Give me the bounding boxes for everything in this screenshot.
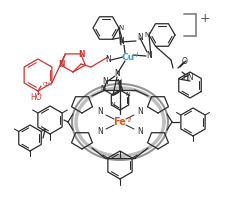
- Text: O: O: [181, 57, 187, 65]
- Text: CH₃: CH₃: [43, 82, 53, 87]
- Text: N: N: [58, 60, 65, 69]
- Text: N: N: [105, 56, 110, 64]
- Text: N: N: [116, 79, 121, 85]
- Text: HO: HO: [30, 94, 42, 102]
- Text: N: N: [137, 128, 142, 137]
- Text: N: N: [97, 128, 102, 137]
- Text: N: N: [118, 37, 123, 47]
- Text: HN: HN: [182, 73, 193, 83]
- Text: N: N: [125, 93, 129, 98]
- Text: N: N: [137, 33, 142, 43]
- Text: +: +: [199, 12, 210, 24]
- Text: Fe: Fe: [113, 117, 126, 127]
- Text: I: I: [135, 52, 137, 58]
- Text: N: N: [144, 32, 149, 38]
- Text: N: N: [78, 50, 85, 60]
- Text: N: N: [114, 69, 119, 78]
- Text: N: N: [118, 25, 123, 31]
- Text: Cu: Cu: [121, 53, 134, 61]
- Text: N: N: [97, 107, 102, 116]
- Text: N: N: [109, 102, 114, 107]
- Text: N: N: [137, 107, 142, 116]
- Text: II: II: [127, 117, 132, 123]
- Text: N: N: [100, 86, 106, 92]
- Text: N: N: [102, 76, 107, 86]
- Text: N: N: [146, 51, 151, 60]
